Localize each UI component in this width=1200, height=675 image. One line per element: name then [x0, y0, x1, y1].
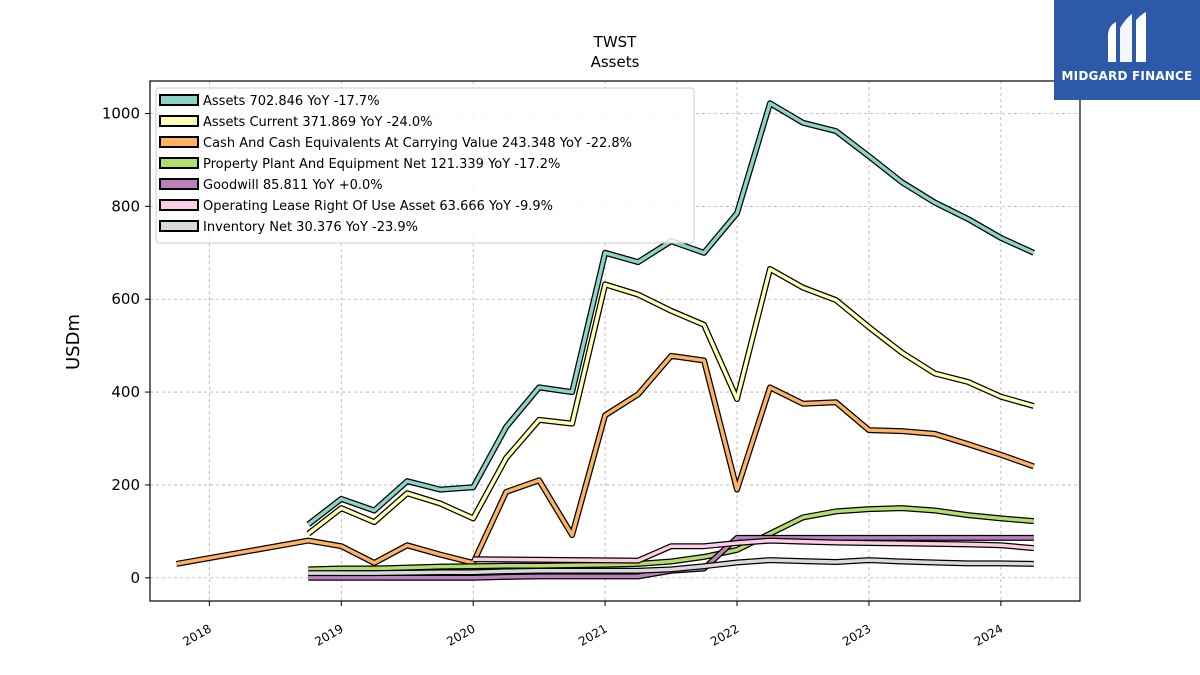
legend-label: Operating Lease Right Of Use Asset 63.66… [203, 199, 553, 214]
y-tick-label: 600 [111, 290, 140, 308]
legend-label: Property Plant And Equipment Net 121.339… [203, 157, 560, 172]
y-tick-label: 400 [111, 383, 140, 401]
x-tick-label: 2020 [444, 621, 477, 648]
series-line-1 [307, 267, 1035, 536]
stylized-m-logo-icon [1108, 12, 1146, 62]
legend-swatch [159, 199, 199, 211]
plot-frame [149, 80, 1081, 602]
x-tick-label: 2022 [708, 621, 741, 648]
legend-label: Goodwill 85.811 YoY +0.0% [203, 178, 383, 193]
x-tick-label: 2021 [576, 621, 609, 648]
legend-swatch [159, 94, 199, 106]
legend-swatch [159, 115, 199, 127]
x-tick-label: 2023 [840, 621, 873, 648]
y-tick-label: 800 [111, 197, 140, 215]
x-tick-label: 2018 [180, 621, 213, 648]
legend-label: Assets 702.846 YoY -17.7% [203, 94, 380, 109]
x-tick-label: 2019 [312, 621, 345, 648]
midgard-finance-logo: MIDGARD FINANCE [1054, 0, 1200, 100]
legend-label: Cash And Cash Equivalents At Carrying Va… [203, 136, 632, 151]
x-tick-label: 2024 [972, 621, 1005, 648]
y-tick-label: 200 [111, 476, 140, 494]
legend-swatch [159, 136, 199, 148]
y-axis-label: USDm [63, 314, 84, 370]
legend-label: Assets Current 371.869 YoY -24.0% [203, 115, 433, 130]
legend-box [155, 87, 695, 244]
y-tick-label: 1000 [102, 105, 140, 123]
chart-subtitle: Assets [591, 53, 640, 71]
y-tick-label: 0 [130, 569, 140, 587]
logo-text: MIDGARD FINANCE [1061, 69, 1193, 83]
series-line-3 [308, 506, 1034, 572]
legend-swatch [159, 220, 199, 232]
legend: Assets 702.846 YoY -17.7% Assets Current … [155, 87, 695, 244]
chart-title: TWST [593, 33, 638, 51]
legend-label: Inventory Net 30.376 YoY -23.9% [203, 220, 418, 235]
series-line-5 [473, 538, 1034, 563]
series-outline-1 [306, 266, 1035, 537]
series-line-6 [308, 558, 1034, 575]
legend-swatch [159, 178, 199, 190]
series-line-2 [176, 354, 1035, 566]
legend-swatch [159, 157, 199, 169]
